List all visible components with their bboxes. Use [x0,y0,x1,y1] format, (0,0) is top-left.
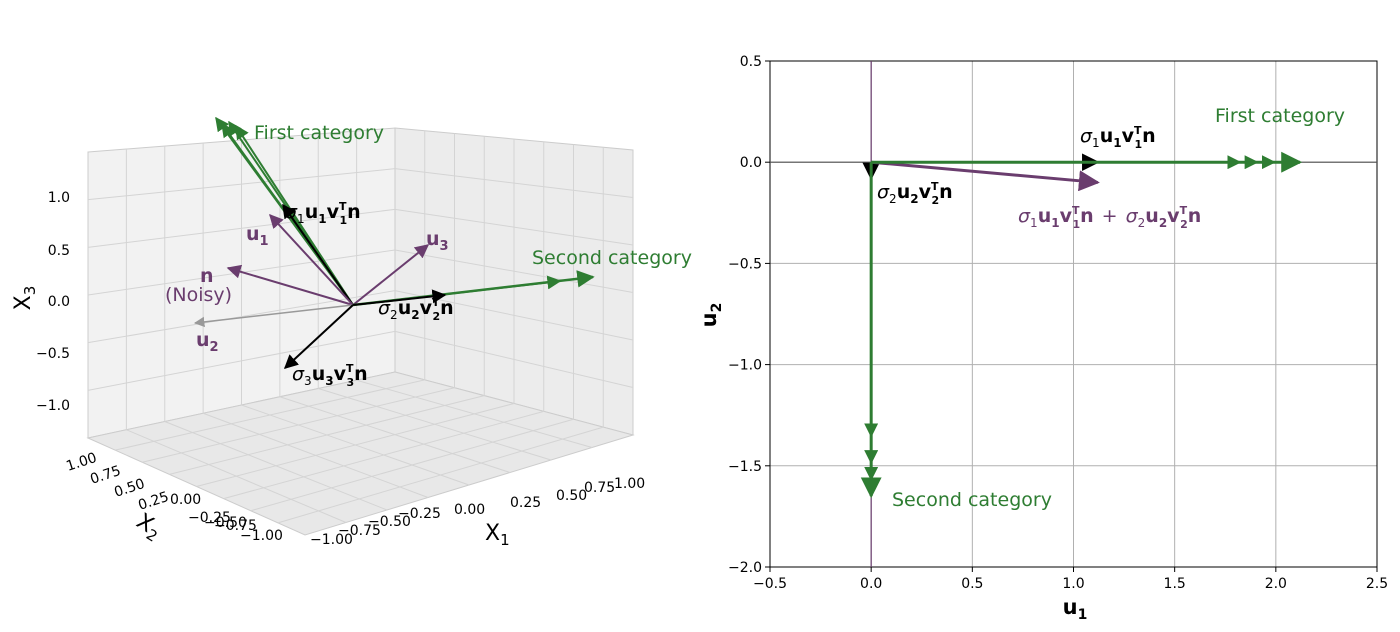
s2-projection-label: σ2u2vT 2n [378,296,454,323]
chart-3d: 1.0 0.5 0.0 −0.5 −1.0 X3 1.00 0.75 0.50 … [11,116,692,549]
y-tick-label-2d: 0.5 [740,54,762,70]
grid-line [277,426,604,524]
y-tick-label: −0.75 [214,518,257,534]
grid-3d [87,130,634,524]
x-tick-label: 0.50 [556,488,587,504]
second-category-label-2d: Second category [892,489,1052,511]
n-label: n [200,265,214,287]
z-tick-label: 1.0 [48,190,70,206]
u1-vector [269,213,354,306]
grid-line [250,418,574,512]
grid-line [87,208,396,248]
x-tick-label: −0.25 [398,506,441,522]
x-axis-title: X1 [485,521,510,549]
x-tick-label-2d: 2.0 [1265,576,1287,592]
z-tick-label: 0.0 [48,294,70,310]
vectors-2d [770,61,1377,567]
grid-line [394,168,634,198]
s3-projection-vector [283,304,354,369]
u3-label: u3 [426,228,449,254]
u2-vector [193,304,354,328]
y-ticks: 1.00 0.75 0.50 0.25 0.00 −0.25 −0.50 −0.… [64,450,283,544]
s2-projection-label-2d: σ2u2vT 2n [877,180,953,207]
chart-2d: −0.5 0.0 0.5 1.0 1.5 2.0 2.5 0.5 0.0 −0.5 −1.0 −1.5… [697,54,1388,623]
x-tick-label: 1.00 [614,476,645,492]
s2-projection-vector [352,289,447,306]
z-tick-label: −0.5 [36,346,70,362]
y-tick-label: −0.50 [204,515,247,531]
x-tick-label-2d: −0.5 [753,576,787,592]
x-tick-label: 0.00 [454,502,485,518]
x-tick-label: −0.50 [368,514,411,530]
y-axis-title-2d: u2 [697,303,725,328]
u3-vector [352,244,430,306]
y-tick-label-2d: −1.5 [728,459,762,475]
x-tick-label-2d: 2.5 [1366,576,1388,592]
s1-projection-label-2d: σ1u1vT 1n [1080,124,1156,151]
first-category-label-2d: First category [1215,105,1345,127]
sum-projection-vector [871,160,1100,192]
y-tick-label-2d: −1.0 [728,358,762,374]
second-category-label: Second category [532,247,692,269]
y-tick-label: −0.25 [188,510,231,526]
x-ticks: −1.00 −0.75 −0.50 −0.25 0.00 0.25 0.50 0… [310,476,645,548]
grid-line [241,404,470,486]
x-tick-label-2d: 0.0 [860,576,882,592]
grid-line [87,168,396,201]
grid-line [279,396,511,473]
grid-line [318,388,552,461]
s1-projection-vector [282,203,354,306]
noisy-label: (Noisy) [165,284,232,306]
grid-line [87,330,396,391]
grid-line [87,290,396,344]
z-axis-title: X3 [11,286,39,311]
y-tick-label-2d: 0.0 [740,155,762,171]
u1-label: u1 [246,223,269,249]
grid-line [394,208,634,246]
grid-line [356,379,593,448]
x-axis-title-2d: u1 [1063,595,1088,623]
x-tick-label: 0.75 [584,480,615,496]
grid-line [394,330,634,388]
grid-2d [769,60,1378,568]
x-tick-label-2d: 1.0 [1062,576,1084,592]
n-vector [226,264,354,306]
sum-projection-label-2d: σ1u1vT 1n + σ2u2vT 2n [1018,204,1201,231]
y-tick-label-2d: −2.0 [728,560,762,576]
ticks-2d: −0.5 0.0 0.5 1.0 1.5 2.0 2.5 0.5 0.0 −0.5 −1.0 −1.5… [728,54,1388,592]
first-category-label: First category [254,122,384,144]
s1-projection-label: σ1u1vT 1n [285,200,361,227]
grid-line [223,410,544,500]
u2-label: u2 [196,329,219,355]
z-tick-label: 0.5 [48,243,70,259]
x-tick-label-2d: 1.5 [1164,576,1186,592]
vectors-3d [193,116,595,369]
y-tick-label: 0.00 [170,492,201,508]
z-ticks: 1.0 0.5 0.0 −0.5 −1.0 [36,190,70,414]
z-tick-label: −1.0 [36,398,70,414]
x-tick-label: −0.75 [338,523,381,539]
x-tick-label-2d: 0.5 [961,576,983,592]
y-axis-title: X2 [130,509,166,546]
s3-projection-label: σ3u3vT 3n [292,362,368,389]
y-tick-label-2d: −0.5 [728,256,762,272]
x-tick-label: −1.00 [310,532,353,548]
y-tick-label: −1.00 [240,528,283,544]
x-tick-label: 0.25 [510,495,541,511]
